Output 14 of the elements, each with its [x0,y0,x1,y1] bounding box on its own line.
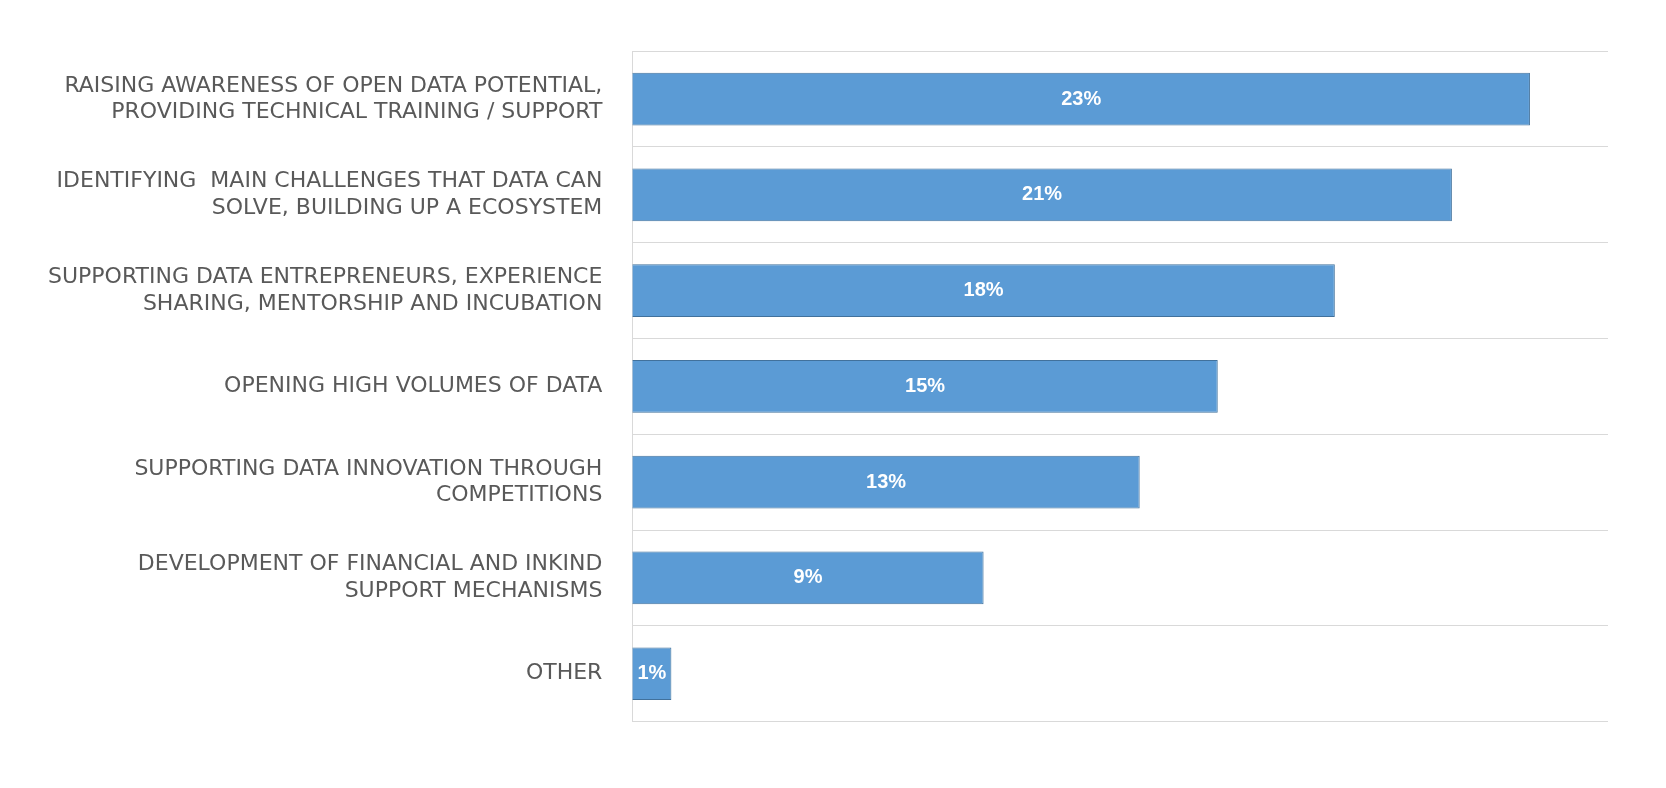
y-tick-label: DEVELOPMENT OF FINANCIAL AND INKIND SUPPORT MECHANISMS [137,550,603,602]
data-label: 15% [905,373,946,396]
y-tick-label: IDENTIFYING MAIN CHALLENGES THAT DATA CAN SOLVE, BUILDING UP A ECOSYSTEM [56,167,603,219]
y-tick-label: SUPPORTING DATA INNOVATION THROUGH COMPETITIONS [134,454,603,507]
y-tick-label: OTHER [525,659,603,685]
data-label: 1% [637,661,667,684]
data-label: 13% [866,469,907,492]
y-tick-label: OPENING HIGH VOLUMES OF DATA [224,372,603,398]
y-tick-label: RAISING AWARENESS OF OPEN DATA POTENTIAL, PROVIDING TECHNICAL TRAINING / SUPPORT [64,71,603,123]
data-label: 9% [793,565,823,588]
y-tick-label: SUPPORTING DATA ENTREPRENEURS, EXPERIENCE SHARING, MENTORSHIP AND INCUBATION [47,263,603,315]
data-label: 21% [1022,182,1063,205]
data-label: 23% [1061,86,1102,109]
data-label: 18% [963,278,1004,301]
